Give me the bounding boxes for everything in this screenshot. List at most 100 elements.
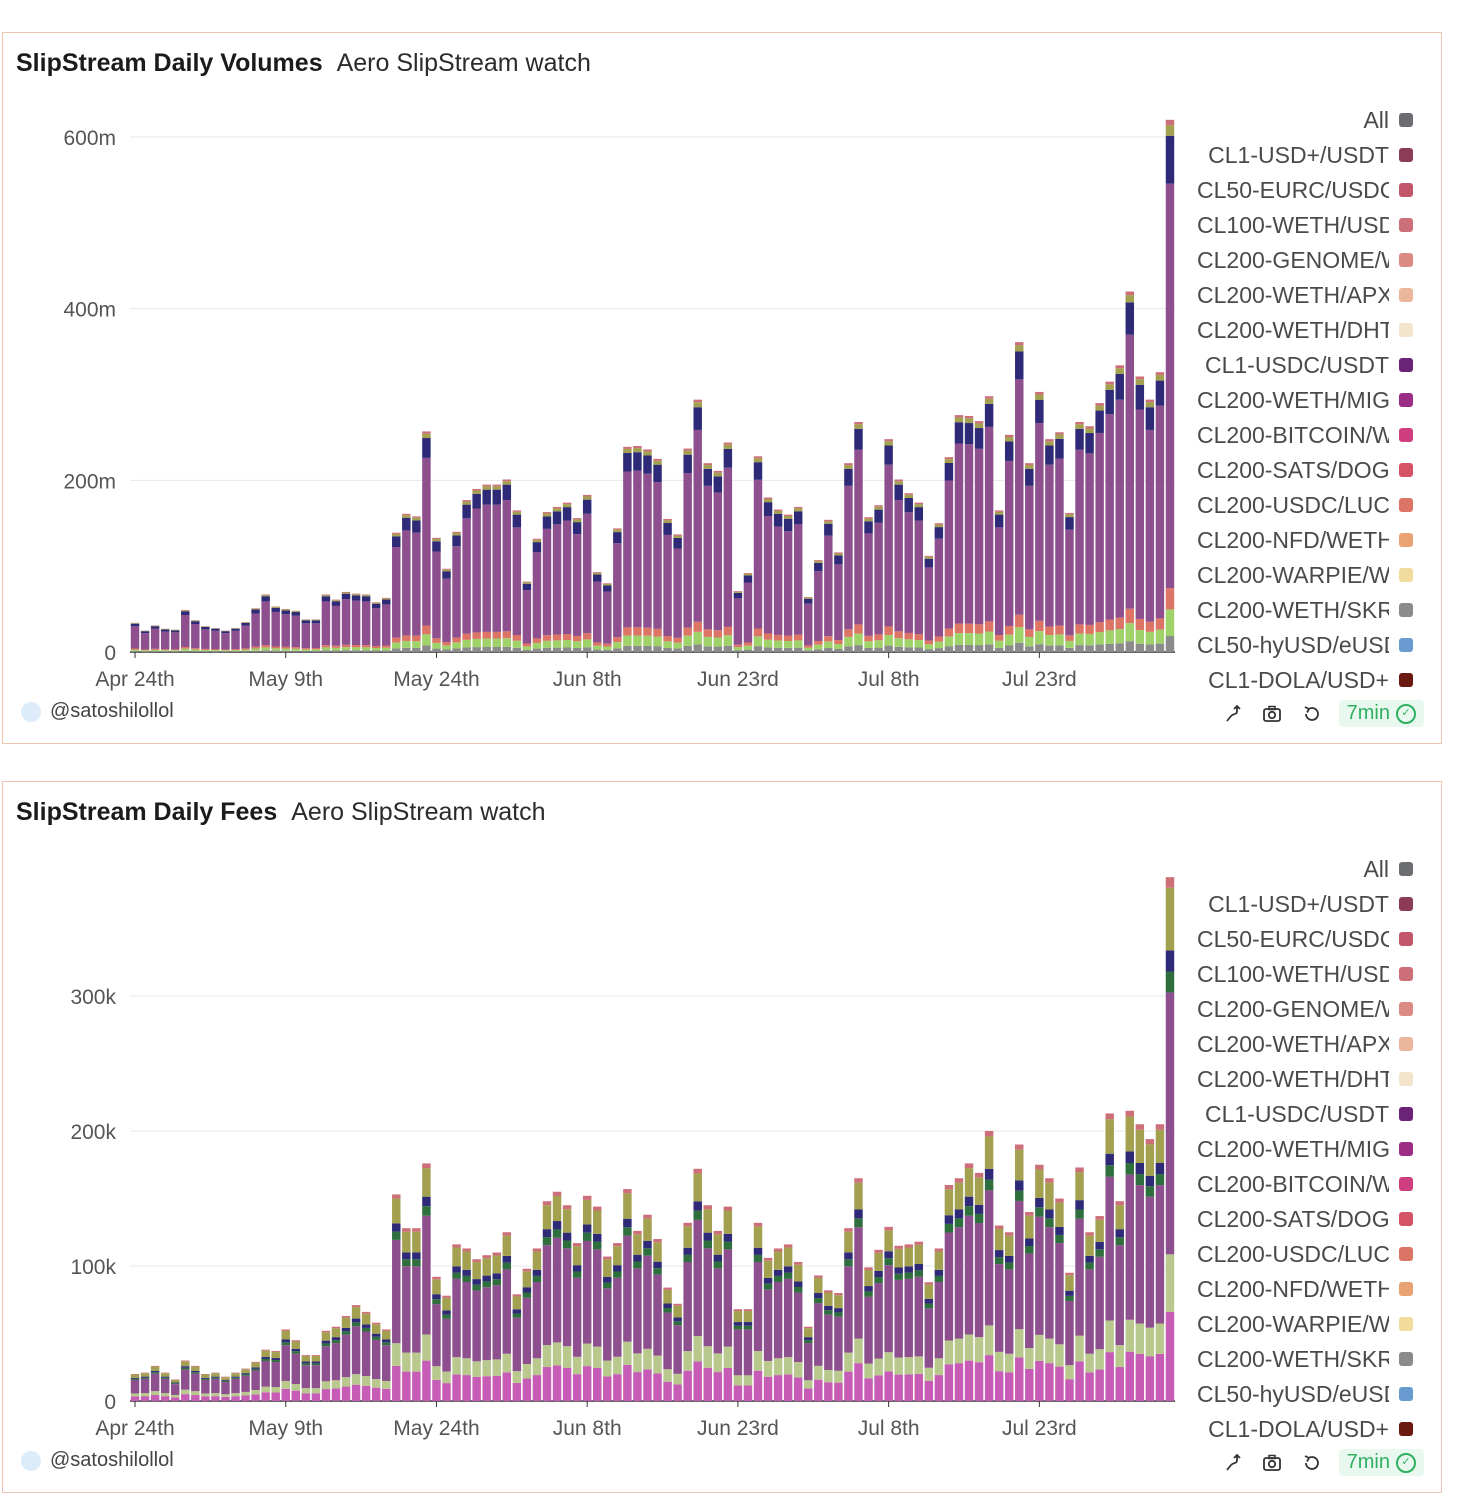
credit[interactable]: @satoshilollol bbox=[21, 700, 174, 723]
bar-segment bbox=[170, 1384, 180, 1395]
legend-item[interactable]: CL200-WETH/MIGGLES bbox=[1197, 385, 1423, 415]
refresh-status-badge[interactable]: 7min ✓ bbox=[1338, 700, 1424, 727]
legend-item[interactable]: CL200-WARPIE/WETH bbox=[1197, 560, 1423, 590]
bar-segment bbox=[1055, 1202, 1064, 1227]
bar-segment bbox=[502, 638, 512, 647]
bar-segment bbox=[321, 1332, 331, 1341]
bar-segment bbox=[412, 1352, 421, 1372]
bar-segment bbox=[321, 595, 331, 597]
bar-segment bbox=[773, 647, 783, 652]
legend-item[interactable]: CL50-EURC/USDC bbox=[1197, 924, 1423, 954]
bar-segment bbox=[1045, 1182, 1054, 1210]
legend-item[interactable]: CL200-BITCOIN/WETH bbox=[1197, 420, 1423, 450]
bar-segment bbox=[321, 1381, 331, 1390]
bar-segment bbox=[814, 1379, 823, 1401]
bar-segment bbox=[593, 642, 602, 646]
legend-item[interactable]: CL200-GENOME/WETH bbox=[1197, 245, 1423, 275]
bar-segment bbox=[894, 500, 903, 632]
bar-segment bbox=[1105, 1165, 1114, 1177]
bar-segment bbox=[1095, 632, 1104, 645]
fork-icon[interactable] bbox=[1219, 1450, 1245, 1476]
bar-segment bbox=[844, 646, 853, 652]
legend-item[interactable]: CL1-USDC/USDT bbox=[1205, 1099, 1423, 1129]
bar-segment bbox=[361, 1311, 371, 1314]
bar-segment bbox=[281, 609, 290, 611]
bar-segment bbox=[502, 481, 512, 485]
legend-item[interactable]: CL200-SATS/DOGINME bbox=[1197, 455, 1423, 485]
legend-item[interactable]: CL1-USDC/USDT bbox=[1205, 350, 1423, 380]
bar-segment bbox=[191, 621, 200, 625]
legend-item[interactable]: CL50-EURC/USDC bbox=[1197, 175, 1423, 205]
legend-item[interactable]: CL50-hyUSD/eUSD bbox=[1197, 630, 1423, 660]
x-tick-label: Jul 23rd bbox=[1002, 1417, 1077, 1440]
credit[interactable]: @satoshilollol bbox=[21, 1449, 174, 1472]
bar-segment bbox=[181, 1394, 190, 1402]
legend-item[interactable]: CL100-WETH/USDC bbox=[1197, 210, 1423, 240]
bar-segment bbox=[834, 644, 843, 650]
legend-swatch bbox=[1399, 897, 1413, 911]
bar-segment bbox=[1055, 634, 1064, 646]
bar-segment bbox=[1135, 1185, 1145, 1324]
bar-segment bbox=[904, 1357, 913, 1375]
bar-segment bbox=[382, 1342, 391, 1346]
bar-segment bbox=[301, 623, 311, 649]
bar-segment bbox=[311, 648, 321, 650]
bar-segment bbox=[623, 1235, 632, 1342]
bar-segment bbox=[663, 534, 672, 637]
bar-segment bbox=[160, 649, 170, 651]
bar-segment bbox=[452, 648, 461, 652]
legend-item[interactable]: CL200-WETH/DHT bbox=[1197, 315, 1423, 345]
camera-icon[interactable] bbox=[1259, 1450, 1285, 1476]
author-handle[interactable]: @satoshilollol bbox=[50, 1449, 174, 1471]
bar-segment bbox=[170, 1383, 180, 1385]
bar-segment bbox=[1105, 1119, 1114, 1154]
legend-item[interactable]: CL200-WETH/DHT bbox=[1197, 1064, 1423, 1094]
legend-item[interactable]: CL100-WETH/USDC bbox=[1197, 959, 1423, 989]
legend-item[interactable]: CL1-USD+/USDT bbox=[1208, 889, 1423, 919]
legend-item[interactable]: CL1-DOLA/USD+ bbox=[1208, 665, 1423, 693]
camera-icon[interactable] bbox=[1259, 701, 1285, 727]
refresh-status-badge[interactable]: 7min ✓ bbox=[1338, 1449, 1424, 1476]
bar-segment bbox=[1095, 403, 1104, 406]
refresh-icon[interactable] bbox=[1299, 701, 1325, 727]
bar-segment bbox=[402, 1228, 411, 1232]
chart-subtitle[interactable]: Aero SlipStream watch bbox=[336, 49, 591, 77]
bar-segment bbox=[231, 630, 240, 650]
bar-segment bbox=[643, 1255, 652, 1349]
bar-segment bbox=[522, 1297, 532, 1364]
legend-item[interactable]: CL200-WARPIE/WETH bbox=[1197, 1309, 1423, 1339]
bar-segment bbox=[613, 642, 622, 649]
legend-item[interactable]: CL200-WETH/SKRT bbox=[1197, 1344, 1423, 1374]
legend-swatch bbox=[1399, 253, 1413, 267]
legend-item[interactable]: CL1-USD+/USDT bbox=[1208, 140, 1423, 170]
fork-icon[interactable] bbox=[1219, 701, 1245, 727]
legend-item[interactable]: CL1-DOLA/USD+ bbox=[1208, 1414, 1423, 1442]
legend-item[interactable]: CL200-NFD/WETH bbox=[1197, 525, 1423, 555]
bar-segment bbox=[1004, 1232, 1014, 1236]
legend-item[interactable]: CL50-hyUSD/eUSD bbox=[1197, 1379, 1423, 1409]
legend-item[interactable]: All bbox=[1363, 105, 1423, 135]
legend-item[interactable]: CL200-USDC/LUCKY bbox=[1197, 1239, 1423, 1269]
legend-item[interactable]: CL200-USDC/LUCKY bbox=[1197, 490, 1423, 520]
bar-segment bbox=[623, 1189, 632, 1194]
legend-item[interactable]: All bbox=[1363, 854, 1423, 884]
bar-segment bbox=[683, 635, 692, 646]
legend-item[interactable]: CL200-WETH/MIGGLES bbox=[1197, 1134, 1423, 1164]
legend-item[interactable]: CL200-SATS/DOGINME bbox=[1197, 1204, 1423, 1234]
refresh-icon[interactable] bbox=[1299, 1450, 1325, 1476]
bar-segment bbox=[793, 1264, 803, 1282]
bar-segment bbox=[472, 1284, 481, 1291]
legend-item[interactable]: CL200-GENOME/WETH bbox=[1197, 994, 1423, 1024]
legend-item[interactable]: CL200-BITCOIN/WETH bbox=[1197, 1169, 1423, 1199]
legend-item[interactable]: CL200-NFD/WETH bbox=[1197, 1274, 1423, 1304]
legend-item[interactable]: CL200-WETH/APX bbox=[1197, 1029, 1423, 1059]
bar-segment bbox=[281, 648, 290, 651]
bar-segment bbox=[482, 1281, 491, 1288]
bar-segment bbox=[492, 504, 501, 632]
author-handle[interactable]: @satoshilollol bbox=[50, 700, 174, 722]
chart-subtitle[interactable]: Aero SlipStream watch bbox=[291, 798, 546, 826]
bar-segment bbox=[663, 1308, 672, 1313]
legend-item[interactable]: CL200-WETH/SKRT bbox=[1197, 595, 1423, 625]
legend-item[interactable]: CL200-WETH/APX bbox=[1197, 280, 1423, 310]
